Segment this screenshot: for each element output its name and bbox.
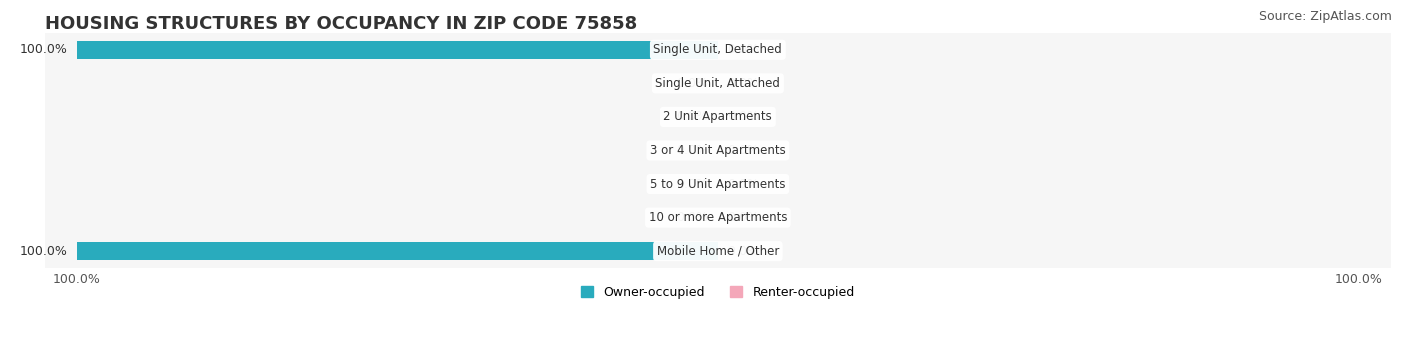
Text: 0.0%: 0.0% <box>727 178 759 191</box>
Bar <box>45 167 1391 201</box>
Bar <box>45 134 1391 167</box>
Text: 100.0%: 100.0% <box>20 244 67 258</box>
Text: 5 to 9 Unit Apartments: 5 to 9 Unit Apartments <box>650 178 786 191</box>
Text: Mobile Home / Other: Mobile Home / Other <box>657 244 779 258</box>
Text: 100.0%: 100.0% <box>20 43 67 56</box>
Text: 0.0%: 0.0% <box>727 211 759 224</box>
Text: 0.0%: 0.0% <box>727 77 759 90</box>
Bar <box>77 41 718 59</box>
Bar <box>77 242 718 261</box>
Bar <box>45 33 1391 66</box>
Bar <box>45 66 1391 100</box>
Text: 10 or more Apartments: 10 or more Apartments <box>648 211 787 224</box>
Text: 0.0%: 0.0% <box>676 178 709 191</box>
Text: Single Unit, Attached: Single Unit, Attached <box>655 77 780 90</box>
Text: 0.0%: 0.0% <box>727 43 759 56</box>
Text: 0.0%: 0.0% <box>676 77 709 90</box>
Bar <box>45 201 1391 234</box>
Text: 3 or 4 Unit Apartments: 3 or 4 Unit Apartments <box>650 144 786 157</box>
Text: 0.0%: 0.0% <box>676 211 709 224</box>
Text: Source: ZipAtlas.com: Source: ZipAtlas.com <box>1258 10 1392 23</box>
Legend: Owner-occupied, Renter-occupied: Owner-occupied, Renter-occupied <box>576 281 859 304</box>
Text: 0.0%: 0.0% <box>727 144 759 157</box>
Text: 0.0%: 0.0% <box>727 244 759 258</box>
Text: 2 Unit Apartments: 2 Unit Apartments <box>664 110 772 123</box>
Text: HOUSING STRUCTURES BY OCCUPANCY IN ZIP CODE 75858: HOUSING STRUCTURES BY OCCUPANCY IN ZIP C… <box>45 15 637 33</box>
Text: Single Unit, Detached: Single Unit, Detached <box>654 43 782 56</box>
Text: 0.0%: 0.0% <box>676 110 709 123</box>
Bar <box>45 234 1391 268</box>
Bar <box>45 100 1391 134</box>
Text: 0.0%: 0.0% <box>727 110 759 123</box>
Text: 0.0%: 0.0% <box>676 144 709 157</box>
